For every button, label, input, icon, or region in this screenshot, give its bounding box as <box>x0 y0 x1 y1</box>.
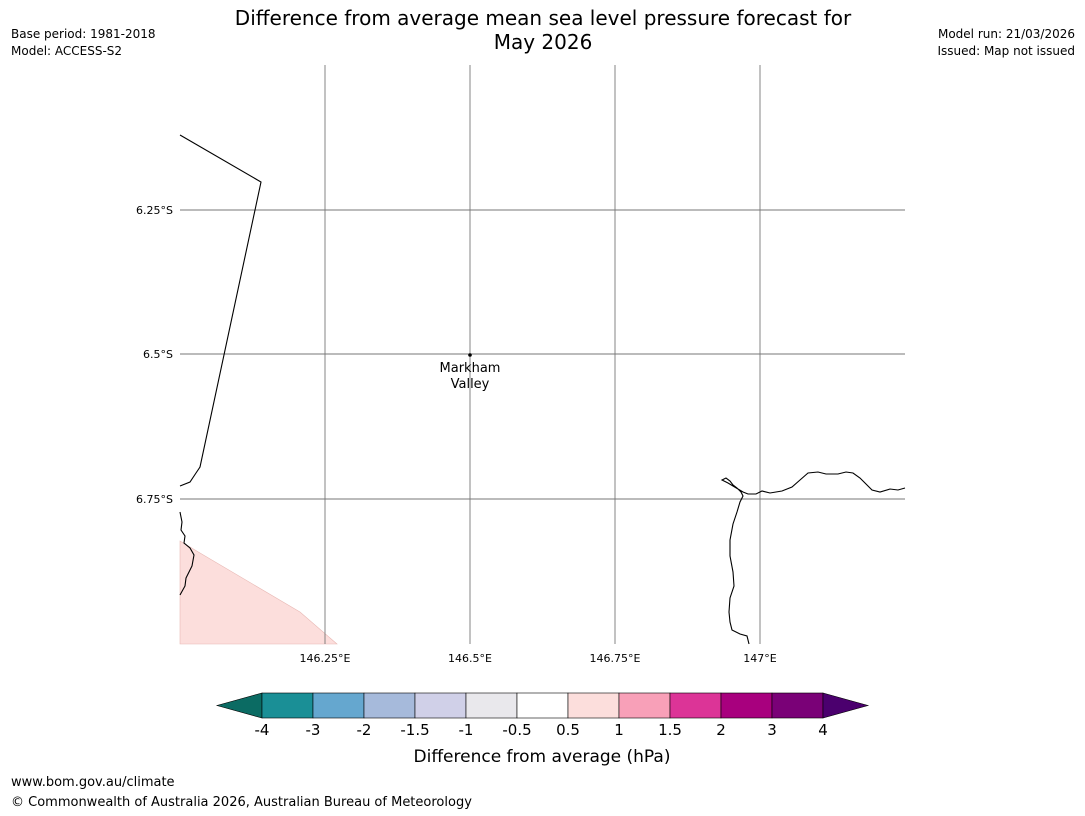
longitude-label: 147°E <box>743 652 776 665</box>
colorbar-extend-high <box>822 692 870 719</box>
colorbar-tick-label: 4 <box>818 721 828 739</box>
colorbar-cell <box>312 692 365 719</box>
colorbar-tick-label: 1.5 <box>658 721 682 739</box>
colorbar-cell <box>771 692 824 719</box>
colorbar-tick-label: 3 <box>767 721 777 739</box>
anomaly-shaded-region <box>179 540 338 645</box>
colorbar-tick-label: 2 <box>716 721 726 739</box>
colorbar-tick-label: -4 <box>255 721 270 739</box>
location-marker <box>468 353 472 357</box>
latitude-label: 6.25°S <box>136 204 173 217</box>
colorbar-tick-label: 0.5 <box>556 721 580 739</box>
colorbar-cell <box>414 692 467 719</box>
colorbar-cell <box>465 692 518 719</box>
longitude-label: 146.75°E <box>590 652 641 665</box>
colorbar-cell <box>516 692 569 719</box>
issued-text: Issued: Map not issued <box>937 44 1075 58</box>
place-label-line2: Valley <box>451 377 490 392</box>
metadata-left: Base period: 1981-2018 Model: ACCESS-S2 <box>11 26 156 60</box>
colorbar-cell <box>261 692 314 719</box>
colorbar-label: Difference from average (hPa) <box>414 747 671 767</box>
colorbar-cell <box>567 692 620 719</box>
coastline-east <box>720 471 906 645</box>
colorbar-cell <box>618 692 671 719</box>
colorbar-tick-label: -0.5 <box>502 721 531 739</box>
metadata-right: Model run: 21/03/2026 Issued: Map not is… <box>937 26 1075 60</box>
latitude-label: 6.5°S <box>143 348 173 361</box>
coastline-west <box>179 511 195 596</box>
colorbar: -4 -3 -2 -1.5 -1 -0.5 0.5 1 1.5 2 3 4 Difference fr… <box>215 692 870 767</box>
model-text: Model: ACCESS-S2 <box>11 44 123 58</box>
colorbar-cell <box>720 692 773 719</box>
latitude-label: 6.75°S <box>136 493 173 506</box>
border-line <box>179 134 262 487</box>
map-title-line2: May 2026 <box>493 30 593 54</box>
place-label-line1: Markham <box>440 361 501 376</box>
copyright-text: © Commonwealth of Australia 2026, Austra… <box>11 795 472 810</box>
base-period-text: Base period: 1981-2018 <box>11 27 156 41</box>
website-url: www.bom.gov.au/climate <box>11 775 175 790</box>
colorbar-cell <box>363 692 416 719</box>
colorbar-tick-label: -3 <box>306 721 321 739</box>
colorbar-extend-low <box>215 692 263 719</box>
coastlines <box>179 134 906 645</box>
longitude-label: 146.25°E <box>300 652 351 665</box>
model-run-text: Model run: 21/03/2026 <box>937 27 1075 41</box>
colorbar-cell <box>669 692 722 719</box>
map-title: Difference from average mean sea level p… <box>200 6 886 54</box>
colorbar-tick-label: -1 <box>459 721 474 739</box>
map-title-line1: Difference from average mean sea level p… <box>234 6 852 30</box>
longitude-label: 146.5°E <box>448 652 492 665</box>
gridlines <box>180 65 905 644</box>
colorbar-tick-label: -2 <box>357 721 372 739</box>
colorbar-tick-label: 1 <box>614 721 624 739</box>
colorbar-tick-label: -1.5 <box>400 721 429 739</box>
